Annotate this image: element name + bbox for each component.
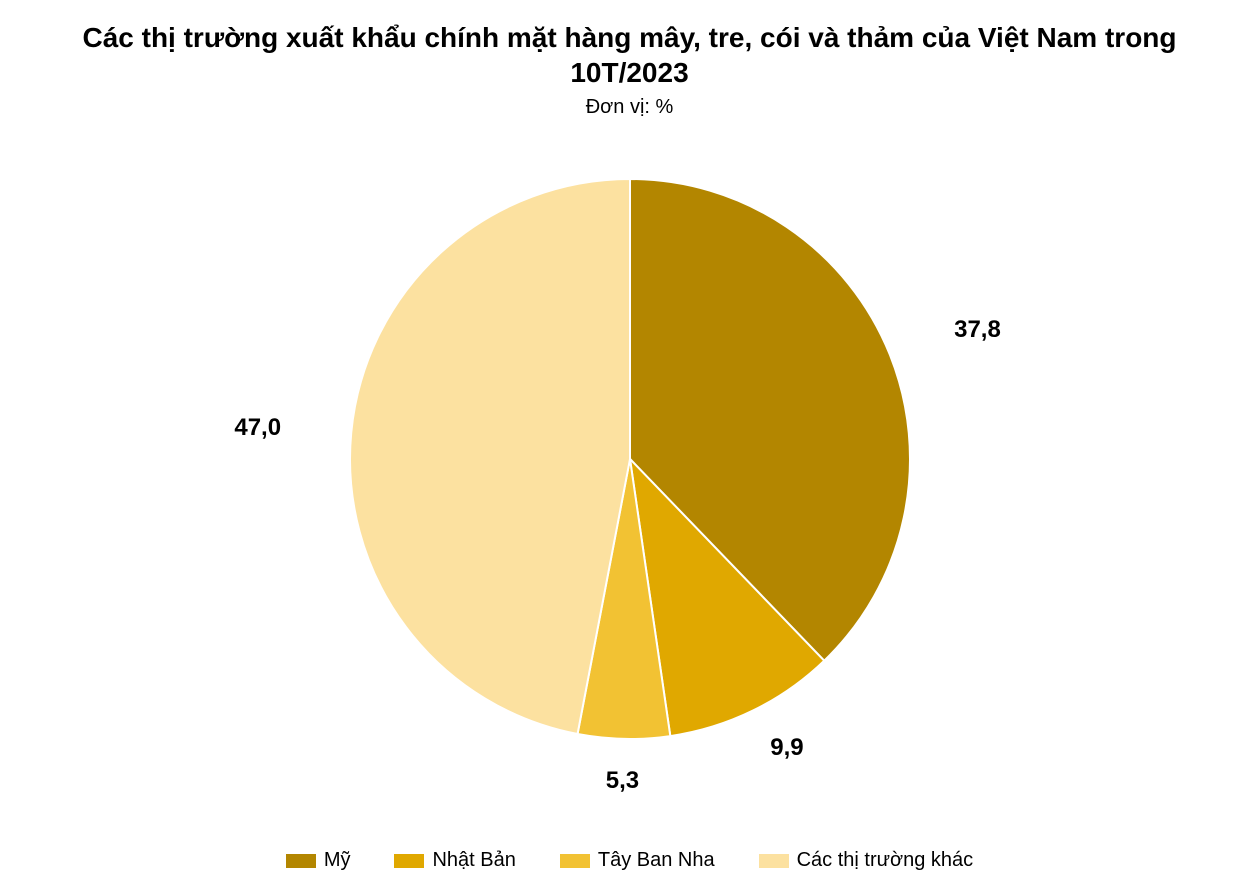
legend-swatch: [560, 854, 590, 868]
pie-data-label: 9,9: [770, 734, 803, 762]
pie-data-label: 5,3: [606, 767, 639, 795]
legend-item: Các thị trường khác: [759, 849, 974, 872]
pie-slice: [350, 179, 630, 734]
legend-label: Các thị trường khác: [797, 849, 974, 872]
legend-item: Mỹ: [286, 849, 351, 872]
pie-chart: Các thị trường xuất khẩu chính mặt hàng …: [0, 0, 1259, 890]
legend-swatch: [286, 854, 316, 868]
pie-data-label: 47,0: [234, 414, 281, 442]
legend-label: Mỹ: [324, 849, 351, 872]
legend-label: Tây Ban Nha: [598, 849, 715, 872]
legend-item: Nhật Bản: [394, 849, 515, 872]
pie-data-label: 37,8: [954, 316, 1001, 344]
legend-swatch: [394, 854, 424, 868]
legend-swatch: [759, 854, 789, 868]
legend-label: Nhật Bản: [432, 849, 515, 872]
chart-subtitle: Đơn vị: %: [586, 96, 674, 119]
chart-title: Các thị trường xuất khẩu chính mặt hàng …: [63, 20, 1196, 90]
pie-svg: [230, 159, 1030, 799]
legend-item: Tây Ban Nha: [560, 849, 715, 872]
legend: Mỹ Nhật Bản Tây Ban Nha Các thị trường khác: [286, 849, 973, 872]
pie-area: 37,8 9,9 5,3 47,0: [230, 159, 1030, 799]
